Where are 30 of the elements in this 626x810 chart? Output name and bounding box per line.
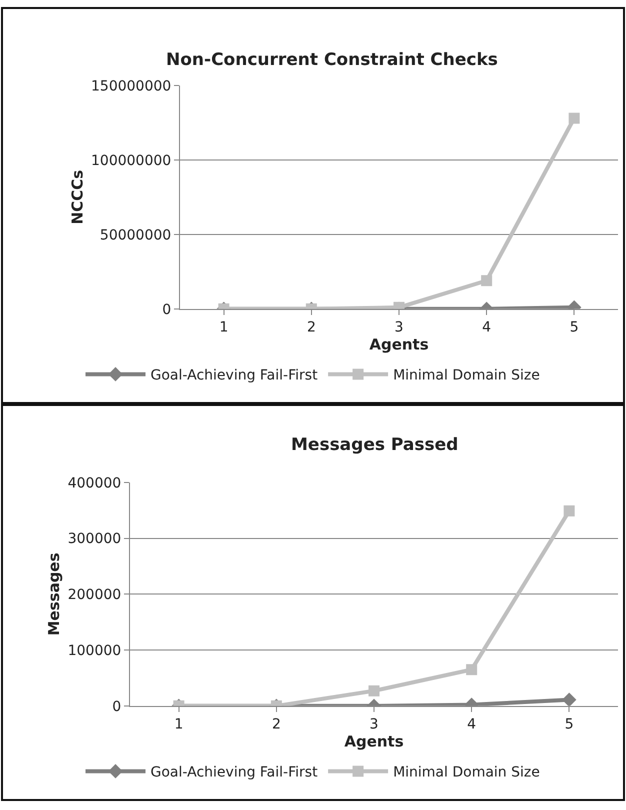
- x-tick-label: 3: [394, 320, 404, 336]
- y-axis-title: NCCCs: [68, 170, 86, 224]
- y-tick-label: 50000000: [100, 227, 172, 244]
- x-tick-label: 4: [467, 716, 476, 733]
- y-tick-label: 0: [162, 302, 172, 318]
- x-tick-label: 1: [219, 320, 228, 336]
- legend-label: Goal-Achieving Fail-First: [150, 764, 318, 781]
- y-tick-label: 100000000: [91, 152, 172, 169]
- legend-label: Goal-Achieving Fail-First: [150, 368, 318, 384]
- legend-label: Minimal Domain Size: [393, 764, 540, 781]
- x-tick-label: 5: [570, 320, 579, 336]
- x-tick-label: 1: [174, 716, 184, 733]
- y-tick-label: 0: [112, 698, 122, 715]
- y-tick-label: 300000: [68, 531, 122, 548]
- x-axis-title: Agents: [344, 732, 404, 751]
- x-tick-label: 2: [272, 716, 281, 733]
- y-tick-label: 400000: [68, 475, 122, 492]
- y-tick-label: 200000: [68, 587, 122, 604]
- x-tick-label: 3: [370, 716, 378, 733]
- x-tick-label: 5: [564, 716, 574, 733]
- x-tick-label: 2: [306, 320, 316, 336]
- x-tick-label: 4: [482, 320, 492, 336]
- chart-title: Non-Concurrent Constraint Checks: [166, 50, 498, 70]
- legend-label: Minimal Domain Size: [393, 368, 540, 384]
- point: [564, 505, 575, 516]
- y-tick-label: 100000: [68, 642, 122, 659]
- y-tick-label: 150000000: [91, 78, 172, 94]
- y-axis-title: Messages: [44, 552, 63, 636]
- chart-title: Messages Passed: [291, 435, 458, 455]
- x-axis-title: Agents: [369, 336, 429, 354]
